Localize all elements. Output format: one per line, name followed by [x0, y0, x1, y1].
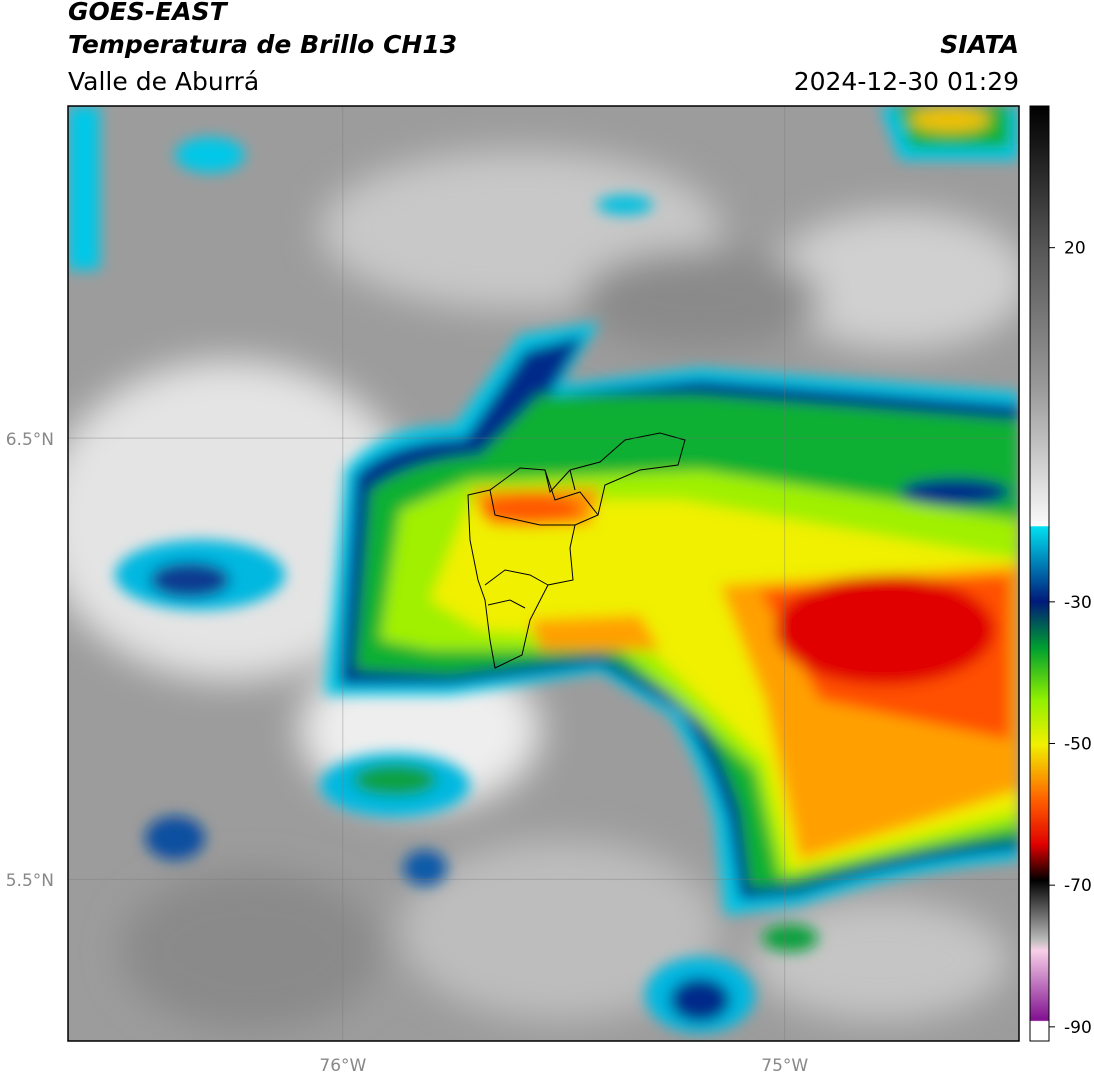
colorbar-ticks: 20 -30 -50 -70 -90 — [1049, 239, 1092, 1038]
colorbar-tick-label: -50 — [1064, 735, 1092, 755]
map-frame — [67, 105, 1020, 1042]
title: GOES-EAST — [68, 0, 229, 26]
x-tick-label: 76°W — [319, 1056, 366, 1076]
colorbar-tick-label: -90 — [1064, 1018, 1092, 1038]
source: SIATA — [940, 30, 1019, 59]
colorbar-tick-label: -70 — [1064, 876, 1092, 896]
graticule: 76°W 75°W 6.5°N 5.5°N — [6, 106, 1019, 1076]
colorbar — [1029, 105, 1050, 1042]
datetime: 2024-12-30 01:29 — [794, 67, 1019, 96]
y-tick-label: 6.5°N — [6, 430, 54, 450]
region: Valle de Aburrá — [68, 67, 259, 96]
municipal-boundaries — [467, 432, 686, 669]
y-tick-label: 5.5°N — [6, 871, 54, 891]
x-tick-label: 75°W — [761, 1056, 808, 1076]
colorbar-tick-label: 20 — [1064, 239, 1086, 259]
colorbar-tick-label: -30 — [1064, 593, 1092, 613]
satellite-image — [68, 106, 1019, 1041]
subtitle: Temperatura de Brillo CH13 — [68, 30, 457, 59]
